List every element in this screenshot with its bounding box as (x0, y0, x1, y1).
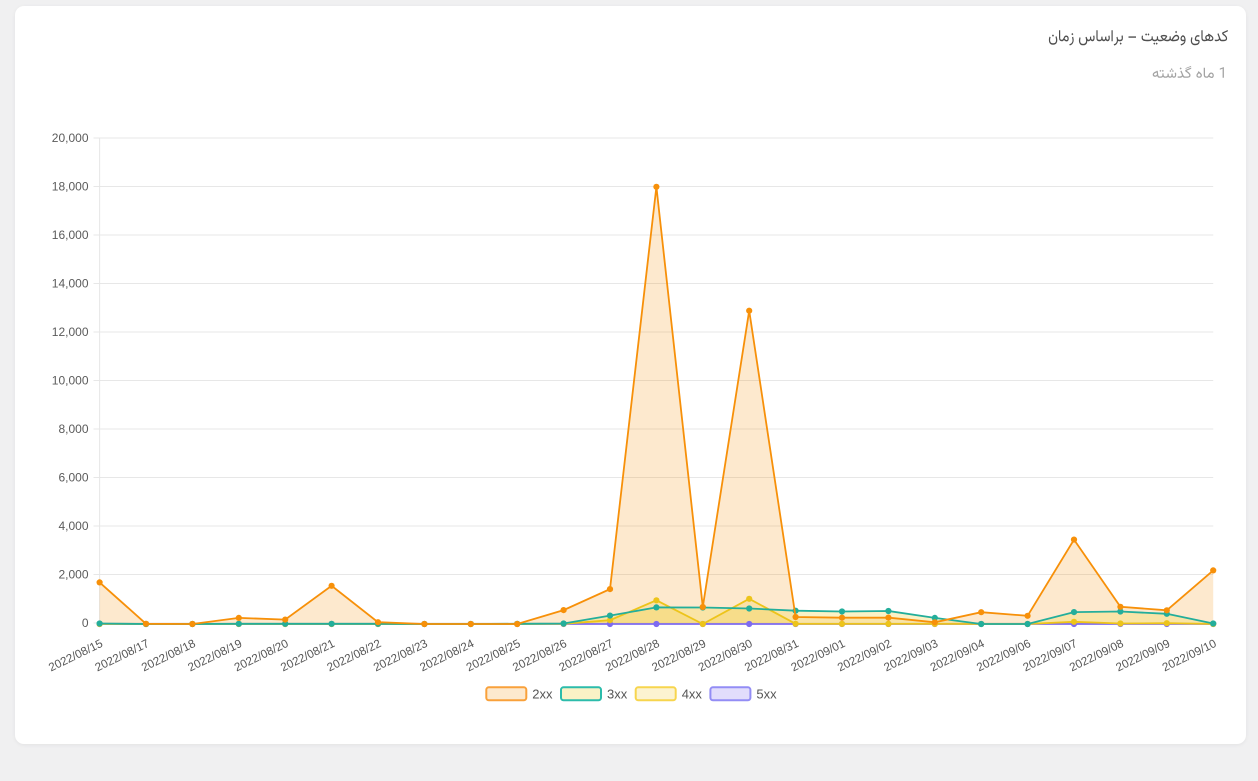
svg-text:16,000: 16,000 (52, 228, 89, 242)
svg-text:4xx: 4xx (682, 686, 703, 701)
svg-text:12,000: 12,000 (52, 325, 89, 339)
svg-text:0: 0 (82, 616, 89, 630)
svg-text:20,000: 20,000 (52, 131, 89, 145)
svg-text:2xx: 2xx (532, 686, 553, 701)
svg-text:18,000: 18,000 (52, 180, 89, 194)
svg-text:10,000: 10,000 (52, 374, 89, 388)
svg-text:14,000: 14,000 (52, 277, 89, 291)
svg-text:3xx: 3xx (607, 686, 628, 701)
svg-text:4,000: 4,000 (58, 519, 88, 533)
svg-text:5xx: 5xx (756, 686, 777, 701)
svg-text:2,000: 2,000 (58, 568, 88, 582)
svg-text:8,000: 8,000 (58, 422, 88, 436)
svg-text:6,000: 6,000 (58, 471, 88, 485)
